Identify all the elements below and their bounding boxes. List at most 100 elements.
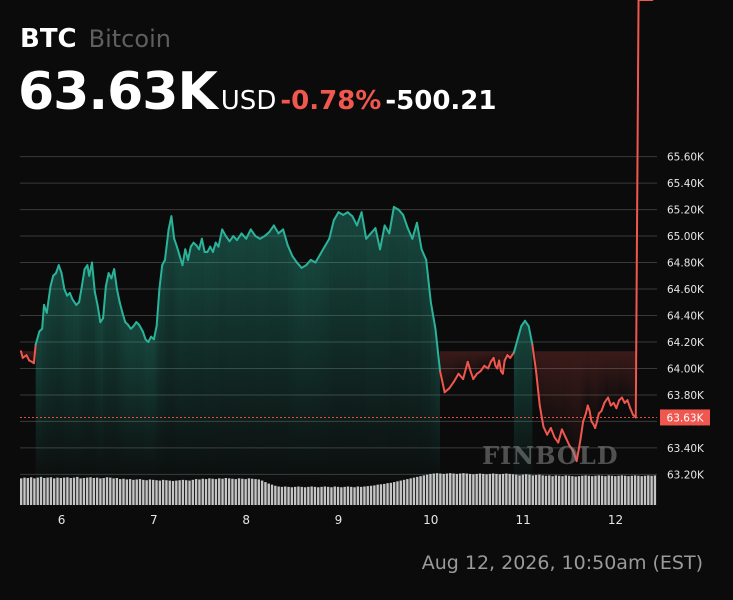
volume-bar [317, 487, 320, 505]
volume-bar [359, 486, 363, 505]
volume-bar [389, 482, 393, 505]
price-segment [118, 301, 124, 314]
price-segment [462, 360, 469, 381]
area-segment [130, 326, 134, 481]
volume-bar [191, 479, 195, 505]
area-segment [352, 216, 357, 481]
price-segment [138, 323, 144, 333]
area-segment [621, 351, 625, 403]
area-segment [269, 225, 274, 481]
price-segment [249, 228, 257, 238]
area-segment [616, 351, 620, 409]
area-segment [142, 331, 146, 481]
area-segment [292, 255, 297, 481]
price-segment [173, 237, 178, 248]
price-segment [235, 232, 243, 242]
area-segment [278, 229, 284, 481]
volume-bar [313, 486, 317, 505]
area-segment [528, 326, 533, 481]
area-segment [94, 291, 98, 481]
area-segment [301, 265, 307, 481]
volume-bar [498, 474, 501, 505]
volume-bar [439, 473, 442, 505]
area-segment [196, 245, 200, 481]
x-tick-label: 7 [150, 513, 158, 527]
asset-name: Bitcoin [88, 25, 171, 53]
y-tick-label: 65.00K [667, 231, 705, 243]
volume-bar [567, 475, 571, 505]
volume-bar [551, 476, 554, 505]
price-segment [434, 327, 442, 373]
volume-bar [188, 480, 191, 505]
volume-bar [46, 477, 49, 505]
area-segment [572, 351, 577, 462]
area-segment [204, 251, 208, 481]
volume-bar [310, 486, 313, 505]
area-segment [171, 216, 175, 481]
volume-bar [432, 473, 435, 505]
price-segment [57, 264, 63, 275]
area-segment [458, 351, 464, 380]
volume-bar [287, 486, 290, 505]
price-segment [355, 211, 363, 227]
y-tick-label: 64.20K [667, 337, 705, 349]
price-segment [282, 228, 289, 247]
area-segment [356, 212, 362, 481]
price-segment [420, 248, 428, 261]
price-segment [579, 420, 585, 441]
area-segment [179, 255, 183, 481]
price-segment [96, 303, 102, 324]
area-segment [473, 351, 477, 380]
price-segment [365, 232, 372, 240]
volume-bar [373, 485, 376, 505]
price-segment [516, 325, 523, 341]
volume-bar [363, 486, 366, 505]
area-segment [517, 326, 522, 481]
volume-bar [392, 482, 396, 505]
price-segment [425, 258, 432, 304]
volume-bar [148, 479, 152, 505]
volume-bar [86, 477, 89, 505]
volume-bar [650, 475, 653, 505]
volume-bar [260, 480, 264, 505]
volume-bar [82, 477, 86, 505]
volume-bar [76, 476, 79, 505]
volume-bar [637, 475, 640, 505]
area-segment [521, 320, 525, 481]
area-segment [119, 302, 123, 481]
area-segment [389, 206, 394, 481]
area-segment [576, 351, 581, 462]
area-segment [105, 273, 109, 481]
timestamp: Aug 12, 2026, 10:50am (EST) [421, 552, 703, 574]
volume-bar [214, 479, 218, 505]
price-segment [397, 208, 405, 216]
area-segment [366, 233, 371, 481]
volume-bar [152, 479, 155, 505]
price-segment [615, 399, 621, 410]
price-segment [291, 254, 298, 264]
price-segment [415, 221, 423, 251]
volume-bar [237, 478, 241, 505]
volume-bar [145, 480, 148, 505]
volume-bar [280, 486, 284, 505]
area-segment [398, 209, 404, 481]
volume-bar [561, 476, 564, 505]
x-axis: 6 7 8 9 10 11 12 [58, 513, 623, 527]
area-segment [218, 229, 223, 481]
current-price-label: 63.63K [667, 412, 705, 424]
area-segment [29, 351, 33, 362]
volume-bar [251, 478, 254, 505]
volume-bar [647, 475, 650, 505]
area-segment [412, 222, 417, 481]
price-segment [443, 387, 451, 394]
volume-bar [534, 475, 538, 505]
finbold-watermark: FINBOLD [482, 441, 619, 470]
area-segment [426, 259, 431, 481]
price-segment [63, 288, 69, 297]
area-segment [296, 262, 302, 481]
area-segment [87, 265, 90, 481]
price-segment [32, 343, 37, 365]
area-segment [630, 351, 633, 415]
area-segment [56, 265, 59, 481]
area-segment [190, 242, 194, 481]
